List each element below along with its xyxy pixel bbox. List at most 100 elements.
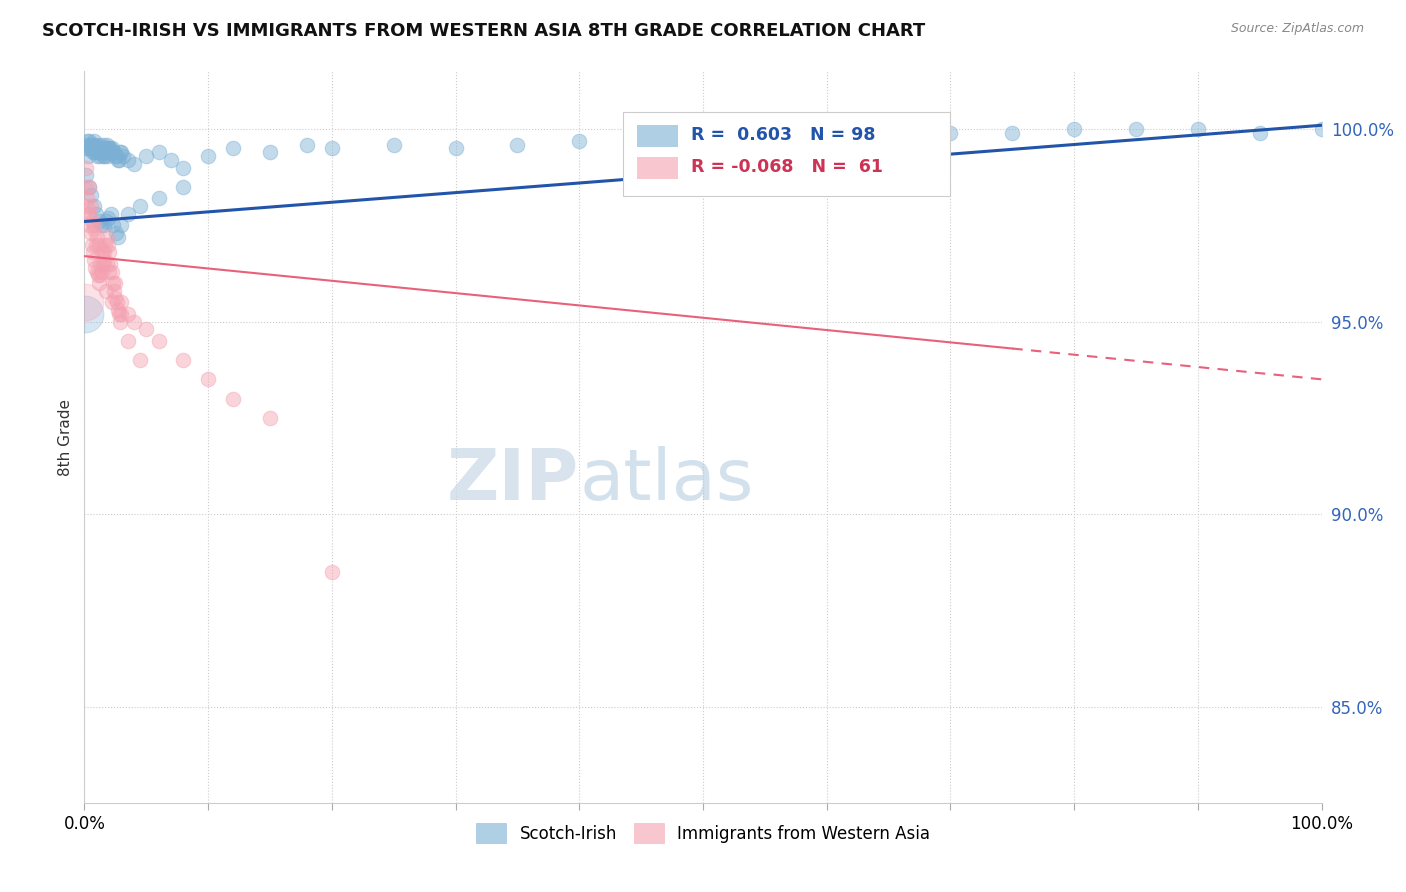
Point <box>79 226 101 240</box>
Point <box>80 141 103 155</box>
Point <box>259 145 281 160</box>
Point <box>98 145 121 160</box>
Point <box>148 334 170 348</box>
Point <box>98 257 121 271</box>
Point <box>1310 122 1333 136</box>
Point <box>197 372 219 386</box>
Bar <box>637 125 678 146</box>
Point <box>506 137 529 152</box>
Point <box>86 149 108 163</box>
Point <box>382 137 405 152</box>
Point <box>84 141 107 155</box>
Point <box>96 257 118 271</box>
Point <box>84 237 107 252</box>
Point <box>79 219 101 233</box>
Point <box>76 134 98 148</box>
Point <box>76 137 98 152</box>
Point <box>94 214 117 228</box>
Point <box>104 226 127 240</box>
Point <box>86 145 108 160</box>
Point <box>79 137 101 152</box>
Point <box>77 207 100 221</box>
Point <box>160 153 183 167</box>
Point <box>93 245 115 260</box>
Point <box>103 145 125 160</box>
Point <box>86 264 108 278</box>
Point <box>104 276 127 290</box>
Text: SCOTCH-IRISH VS IMMIGRANTS FROM WESTERN ASIA 8TH GRADE CORRELATION CHART: SCOTCH-IRISH VS IMMIGRANTS FROM WESTERN … <box>42 22 925 40</box>
Point <box>110 295 132 310</box>
Point <box>117 307 139 321</box>
Point <box>87 268 110 283</box>
Point <box>77 179 100 194</box>
Point <box>1249 126 1271 140</box>
Point <box>91 257 114 271</box>
Point <box>108 153 131 167</box>
Point <box>89 141 111 155</box>
Point <box>83 134 105 148</box>
Point <box>87 214 110 228</box>
Point <box>79 134 101 148</box>
Text: Source: ZipAtlas.com: Source: ZipAtlas.com <box>1230 22 1364 36</box>
Point <box>259 410 281 425</box>
Point <box>75 179 97 194</box>
Point <box>89 268 111 283</box>
Point <box>97 145 120 160</box>
Point <box>104 149 127 163</box>
Point <box>89 237 111 252</box>
Point <box>110 145 132 160</box>
Point <box>97 237 120 252</box>
Point <box>83 222 105 236</box>
Point <box>877 129 900 144</box>
Point <box>91 141 114 155</box>
Point <box>93 252 115 267</box>
Point <box>96 230 118 244</box>
Point <box>568 134 591 148</box>
Point <box>79 137 101 152</box>
Point <box>295 137 318 152</box>
Point <box>815 129 838 144</box>
Point <box>754 134 776 148</box>
Point <box>77 141 100 155</box>
Point <box>84 207 107 221</box>
Point <box>89 149 111 163</box>
Point <box>222 141 245 155</box>
Point <box>135 149 157 163</box>
Point <box>90 245 112 260</box>
Point <box>129 353 152 368</box>
Point <box>1125 122 1147 136</box>
Point <box>77 179 100 194</box>
Point <box>76 191 98 205</box>
Point <box>1187 122 1209 136</box>
Point <box>93 219 115 233</box>
Point <box>75 169 97 183</box>
Point <box>83 219 105 233</box>
Point <box>97 149 120 163</box>
Point <box>148 145 170 160</box>
Point <box>103 284 125 298</box>
Bar <box>637 157 678 179</box>
Point <box>1063 122 1085 136</box>
Point <box>75 141 97 155</box>
Point <box>222 392 245 406</box>
Point <box>89 145 111 160</box>
Point <box>76 199 98 213</box>
Point <box>73 307 96 321</box>
Point <box>94 141 117 155</box>
Point <box>101 276 124 290</box>
Point <box>110 307 132 321</box>
Point <box>89 276 111 290</box>
Point <box>107 153 129 167</box>
Point <box>117 207 139 221</box>
Point <box>104 292 127 306</box>
Point <box>110 219 132 233</box>
Point <box>108 307 131 321</box>
Legend: Scotch-Irish, Immigrants from Western Asia: Scotch-Irish, Immigrants from Western As… <box>470 817 936 849</box>
Point <box>96 141 118 155</box>
Text: R =  0.603   N = 98: R = 0.603 N = 98 <box>690 126 875 144</box>
Point <box>82 245 104 260</box>
Point <box>80 214 103 228</box>
Point <box>83 145 105 160</box>
Point <box>75 161 97 175</box>
Point <box>110 315 132 329</box>
